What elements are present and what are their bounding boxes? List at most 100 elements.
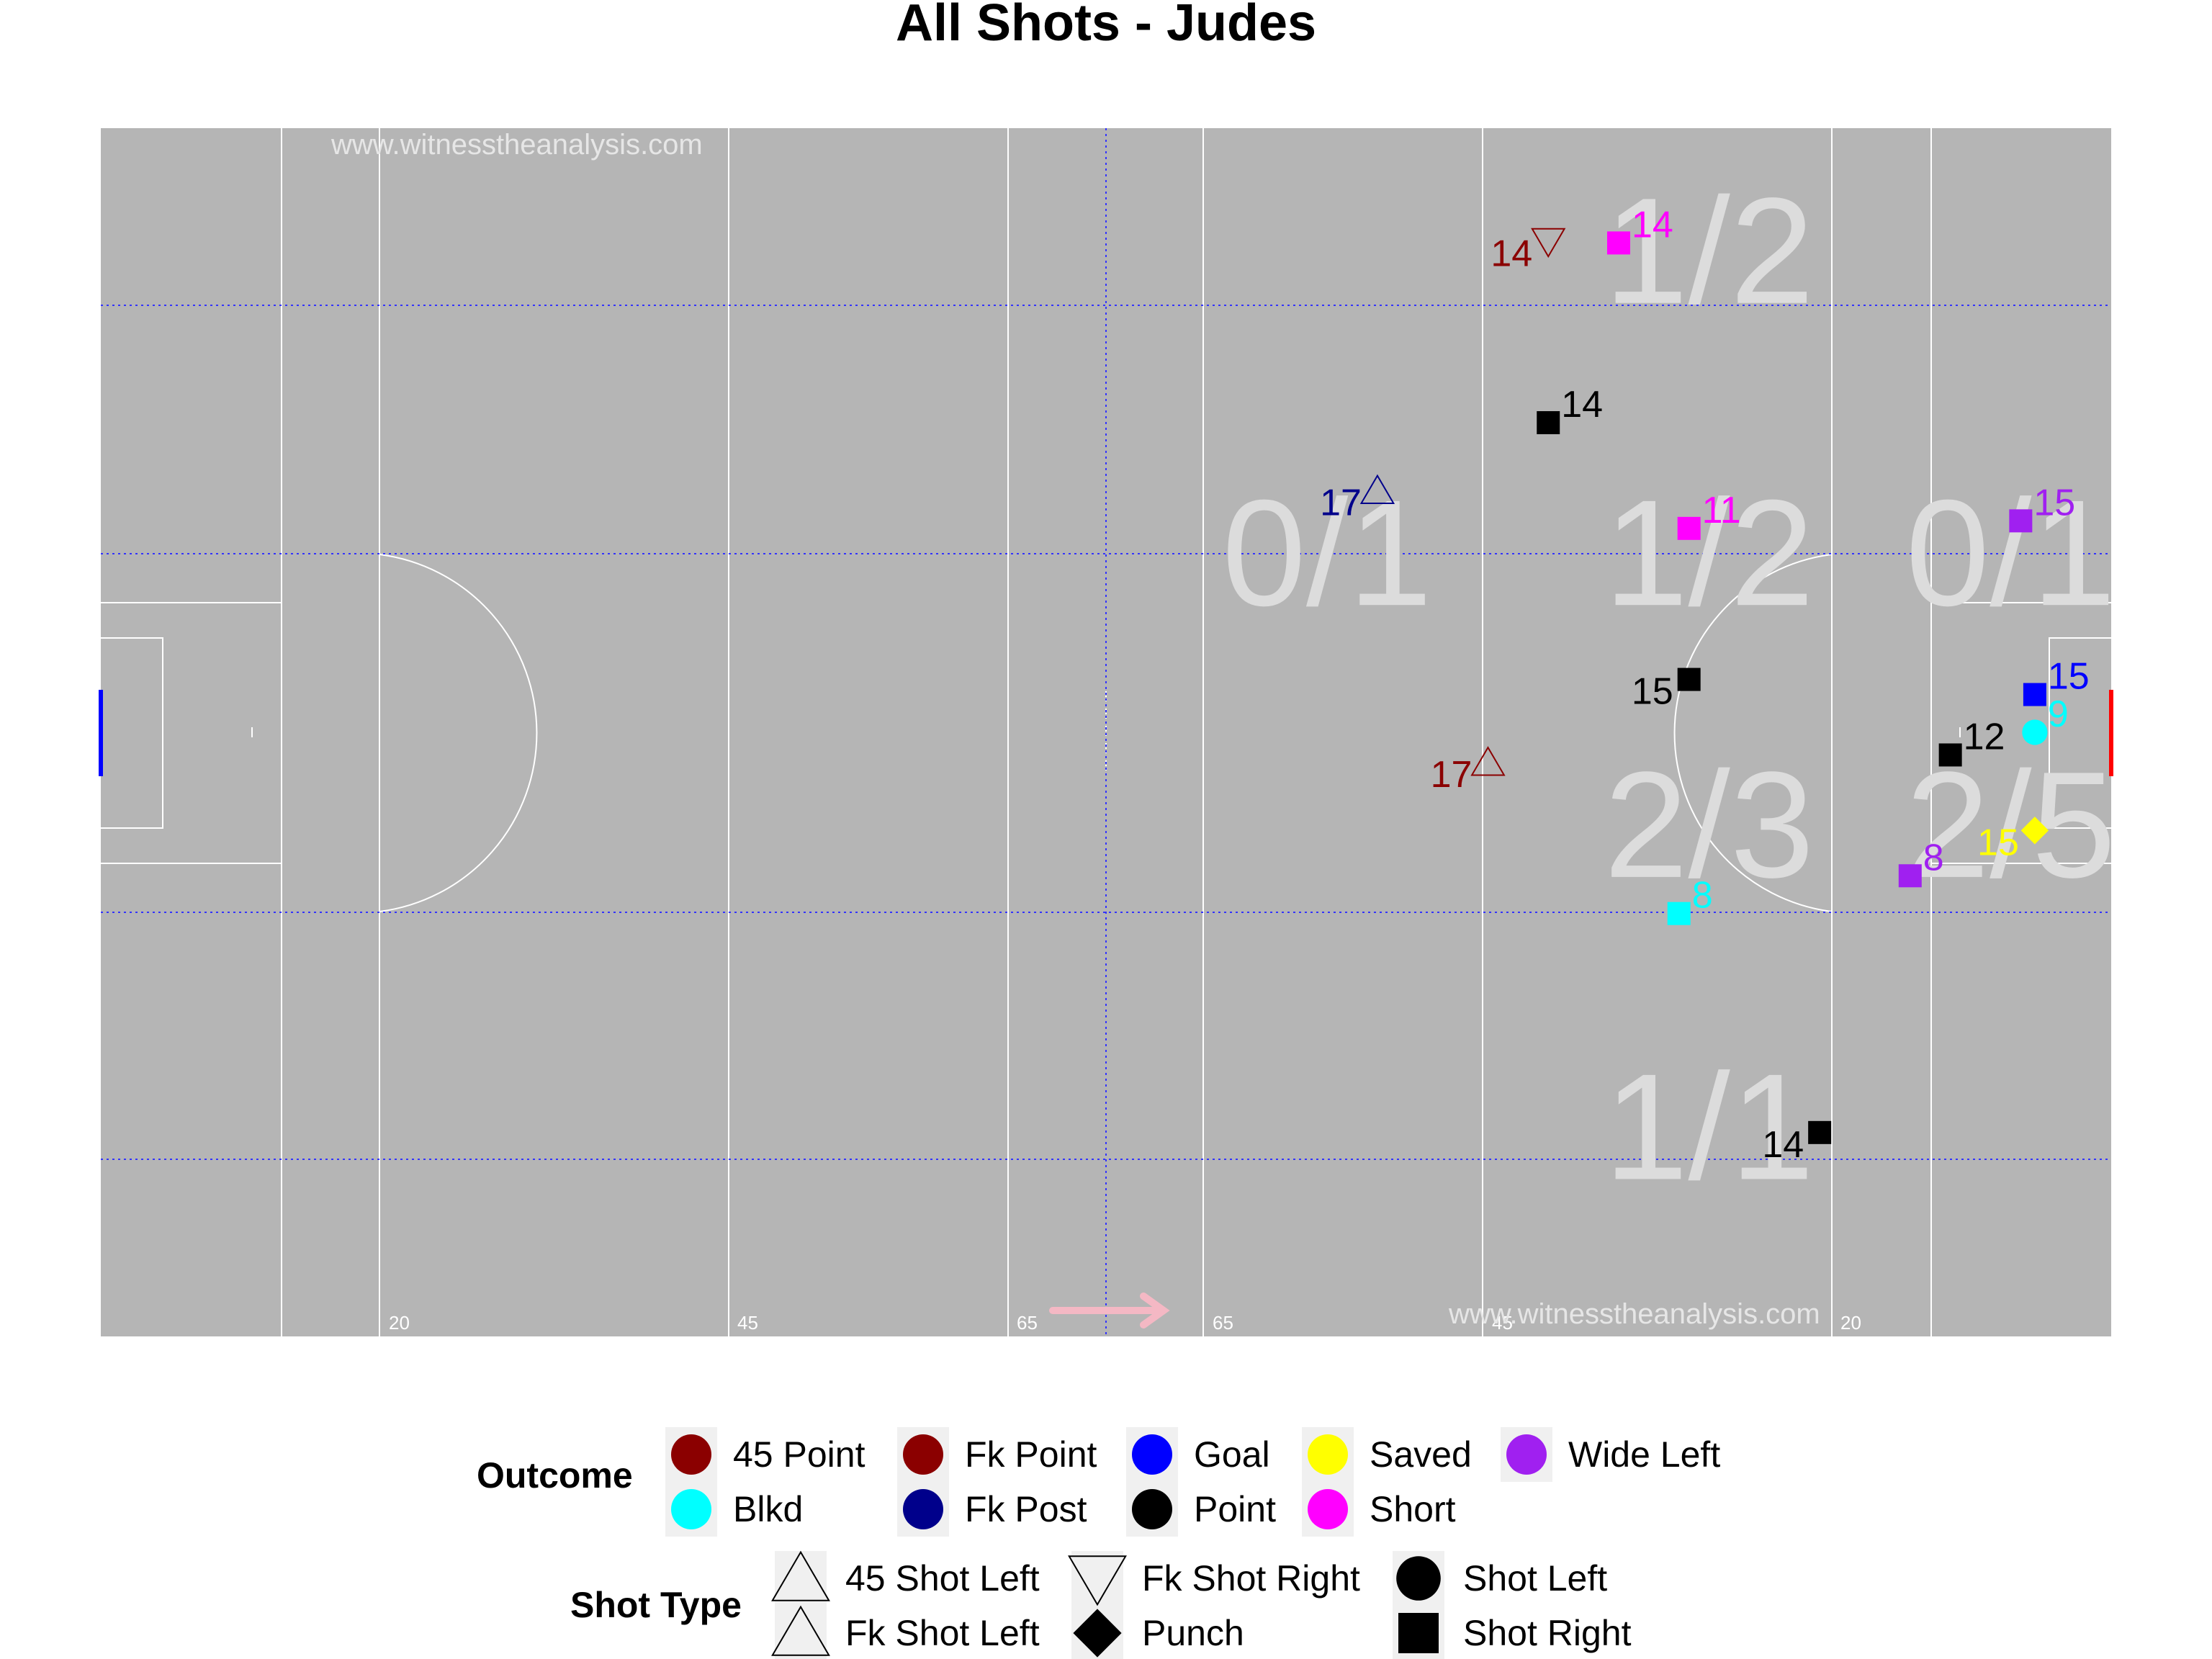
legend-label: Point xyxy=(1194,1489,1276,1529)
shot-marker xyxy=(1808,1120,1832,1144)
shot-point: 8 xyxy=(1898,837,1944,888)
legend-item-shot-type: 45 Shot Left xyxy=(771,1550,1040,1606)
shot-label: 9 xyxy=(2048,693,2069,735)
legend-item-outcome: Point xyxy=(1126,1482,1276,1537)
shot-marker xyxy=(1898,864,1922,888)
pitch: 20 45 65 65 45 20 www.witnesstheanalysis… xyxy=(99,128,2113,1336)
legend-label: Short xyxy=(1370,1489,1456,1529)
distance-label: 20 xyxy=(1840,1312,1861,1334)
shot-point: 14 xyxy=(1606,204,1673,255)
legend-key-circle xyxy=(1308,1489,1348,1529)
legend-label: Wide Left xyxy=(1568,1434,1720,1475)
zone-grid xyxy=(101,128,2111,1336)
shot-label: 14 xyxy=(1491,233,1532,274)
legend-item-outcome: Blkd xyxy=(665,1482,803,1537)
legend-key-circle xyxy=(903,1489,943,1529)
shot-label: 14 xyxy=(1632,204,1673,246)
legend-label: Fk Point xyxy=(965,1434,1097,1475)
legend-key-bg xyxy=(1071,1551,1123,1606)
legend-item-outcome: Fk Post xyxy=(897,1482,1087,1537)
pitch-distance-labels: 20 45 65 65 45 20 xyxy=(389,1312,1861,1334)
shot-point: 14 xyxy=(1762,1120,1832,1166)
shot-point: 17 xyxy=(1320,474,1395,523)
legend-label: Shot Left xyxy=(1463,1558,1607,1599)
shot-label: 8 xyxy=(1923,837,1944,878)
zone-label: 1/2 xyxy=(1604,166,1815,336)
legend-title-outcome: Outcome xyxy=(477,1455,633,1496)
watermark: www.witnesstheanalysis.com xyxy=(1448,1298,1820,1330)
distance-label: 65 xyxy=(1213,1312,1233,1334)
shot-marker xyxy=(1938,743,1962,767)
legend-key-circle xyxy=(1308,1434,1348,1475)
legend-key-circle xyxy=(671,1489,711,1529)
legend-key-shape xyxy=(1396,1556,1441,1601)
legend-key-bg xyxy=(775,1551,827,1606)
shot-point: 12 xyxy=(1938,716,2005,767)
legend-items: 45 Point Fk Point Goal Saved Wide Left Blkd Fk… xyxy=(665,1427,1720,1659)
legend-label: Punch xyxy=(1142,1613,1244,1653)
shot-label: 17 xyxy=(1431,754,1473,796)
shot-label: 17 xyxy=(1320,482,1362,523)
zone-label: 2/5 xyxy=(1905,740,2116,909)
distance-label: 45 xyxy=(737,1312,758,1334)
legend-item-outcome: 45 Point xyxy=(665,1427,866,1482)
shot-point: 17 xyxy=(1431,746,1506,796)
legend-label: 45 Point xyxy=(733,1434,866,1475)
legend-item-outcome: Goal xyxy=(1126,1427,1270,1482)
legend-label: Fk Shot Right xyxy=(1142,1558,1360,1599)
shot-label: 12 xyxy=(1964,716,2005,757)
shot-label: 8 xyxy=(1692,875,1713,917)
attack-direction-arrow xyxy=(1049,1292,1170,1328)
shot-marker xyxy=(1667,902,1691,925)
legend-item-outcome: Wide Left xyxy=(1501,1427,1720,1482)
shot-marker xyxy=(1531,228,1566,258)
legend-key-circle xyxy=(903,1434,943,1475)
shot-label: 11 xyxy=(1702,490,1741,531)
legend-item-shot-type: Fk Shot Left xyxy=(771,1605,1040,1659)
legend-key-shape xyxy=(1068,1555,1127,1606)
shot-marker xyxy=(1359,474,1395,504)
shot-points: 14 14 14 17 11 15 15 15 12 9 17 15 8 8 14 xyxy=(1320,204,2090,1165)
shot-point: 14 xyxy=(1537,384,1603,435)
zone-label: 0/1 xyxy=(1905,468,2116,637)
shot-label: 15 xyxy=(1977,822,2019,863)
shot-point: 11 xyxy=(1677,490,1741,540)
shot-point: 15 xyxy=(2023,656,2090,706)
shot-label: 14 xyxy=(1561,384,1603,426)
pitch-lines xyxy=(101,128,2111,1336)
legend: Outcome Shot Type 45 Point Fk Point Goal Sa… xyxy=(477,1427,1720,1659)
shot-marker xyxy=(1677,516,1701,540)
legend-title-shot-type: Shot Type xyxy=(570,1585,742,1625)
distance-label: 45 xyxy=(1492,1312,1513,1334)
shot-marker xyxy=(2020,817,2049,845)
chart-title: All Shots - Judes xyxy=(896,0,1316,52)
shot-marker xyxy=(2023,683,2046,706)
legend-label: Shot Right xyxy=(1463,1613,1632,1653)
shot-point: 15 xyxy=(1977,817,2049,863)
legend-key-bg xyxy=(775,1606,827,1659)
shot-label: 15 xyxy=(2033,482,2075,523)
legend-key-shape xyxy=(771,1605,830,1656)
legend-label: Fk Post xyxy=(965,1489,1087,1529)
legend-key-circle xyxy=(671,1434,711,1475)
distance-label: 20 xyxy=(389,1312,410,1334)
zone-label: 1/2 xyxy=(1604,468,1815,637)
zone-label: 0/1 xyxy=(1222,468,1432,637)
legend-item-shot-type: Fk Shot Right xyxy=(1068,1551,1360,1606)
legend-key-shape xyxy=(1398,1613,1439,1653)
shot-marker xyxy=(1606,231,1630,255)
legend-key-circle xyxy=(1132,1489,1172,1529)
shot-label: 14 xyxy=(1762,1124,1804,1166)
shot-marker xyxy=(1677,667,1701,691)
legend-item-outcome: Short xyxy=(1302,1482,1456,1537)
legend-item-shot-type: Punch xyxy=(1071,1606,1244,1659)
legend-key-shape xyxy=(1073,1609,1122,1658)
legend-label: Saved xyxy=(1370,1434,1472,1475)
legend-item-shot-type: Shot Right xyxy=(1393,1606,1632,1659)
pitch-surface xyxy=(101,128,2111,1336)
distance-label: 65 xyxy=(1017,1312,1038,1334)
legend-key-shape xyxy=(771,1550,830,1601)
legend-item-outcome: Saved xyxy=(1302,1427,1472,1482)
shot-point: 9 xyxy=(2022,693,2069,745)
